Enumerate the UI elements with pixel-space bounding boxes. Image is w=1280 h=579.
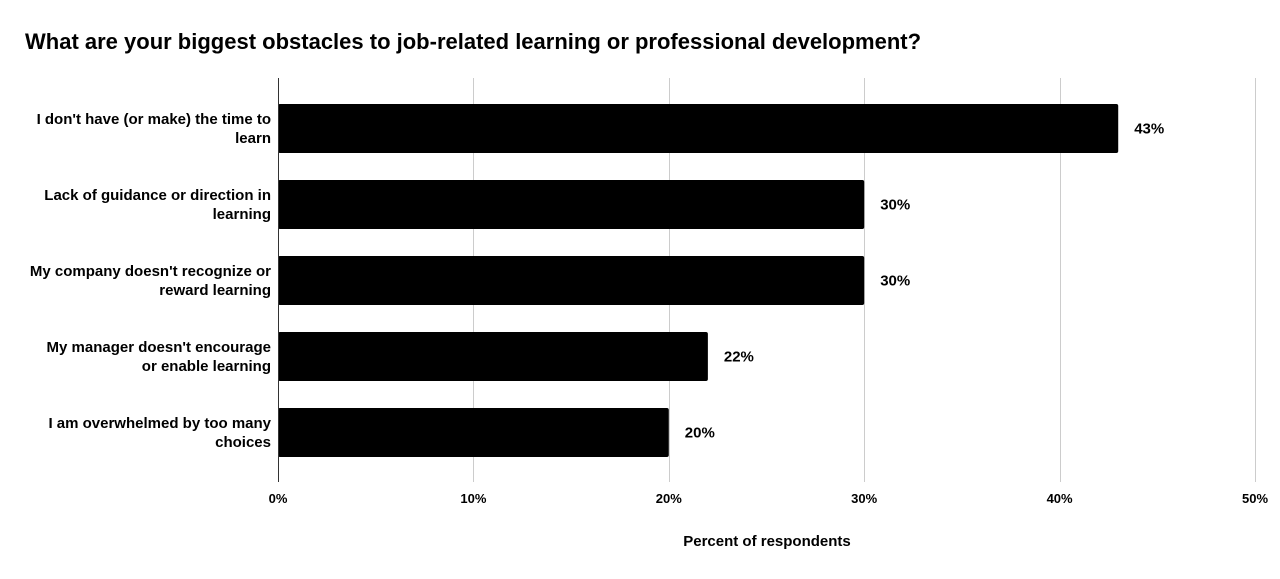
bar xyxy=(278,332,708,381)
x-tick-label: 50% xyxy=(1242,491,1268,506)
bar xyxy=(278,408,669,457)
category-label-line: learning xyxy=(213,206,271,223)
data-label: 20% xyxy=(685,425,715,442)
category-label-line: reward learning xyxy=(159,282,271,299)
category-label: My manager doesn't encourage or enable le… xyxy=(47,339,271,375)
data-label: 30% xyxy=(880,197,910,214)
category-label-line: I don't have (or make) the time to xyxy=(37,111,271,128)
bar xyxy=(278,104,1119,153)
x-tick-labels: 0% 10% 20% 30% 40% 50% xyxy=(269,491,1269,506)
data-label: 22% xyxy=(724,349,754,366)
category-label: My company doesn't recognize or reward le… xyxy=(30,263,271,299)
category-label: I am overwhelmed by too many choices xyxy=(48,415,271,451)
category-label-line: I am overwhelmed by too many xyxy=(48,415,271,432)
category-label-line: My manager doesn't encourage xyxy=(47,339,271,356)
bar xyxy=(278,180,865,229)
x-tick-label: 0% xyxy=(269,491,288,506)
data-labels: 43% 30% 30% 22% 20% xyxy=(685,121,1164,442)
chart-title: What are your biggest obstacles to job-r… xyxy=(25,29,922,54)
bar xyxy=(278,256,865,305)
category-label: Lack of guidance or direction in learning xyxy=(44,187,271,223)
category-label-line: choices xyxy=(215,434,271,451)
category-label-line: or enable learning xyxy=(142,358,271,375)
x-tick-label: 30% xyxy=(851,491,877,506)
category-label: I don't have (or make) the time to learn xyxy=(37,111,271,147)
data-label: 43% xyxy=(1134,121,1164,138)
x-axis-title: Percent of respondents xyxy=(683,533,851,550)
bars xyxy=(278,104,1119,457)
x-tick-label: 40% xyxy=(1047,491,1073,506)
x-tick-label: 10% xyxy=(460,491,486,506)
x-tick-label: 20% xyxy=(656,491,682,506)
data-label: 30% xyxy=(880,273,910,290)
category-label-line: My company doesn't recognize or xyxy=(30,263,271,280)
category-label-line: learn xyxy=(235,130,271,147)
category-label-line: Lack of guidance or direction in xyxy=(44,187,271,204)
category-labels: I don't have (or make) the time to learn L… xyxy=(30,111,272,451)
